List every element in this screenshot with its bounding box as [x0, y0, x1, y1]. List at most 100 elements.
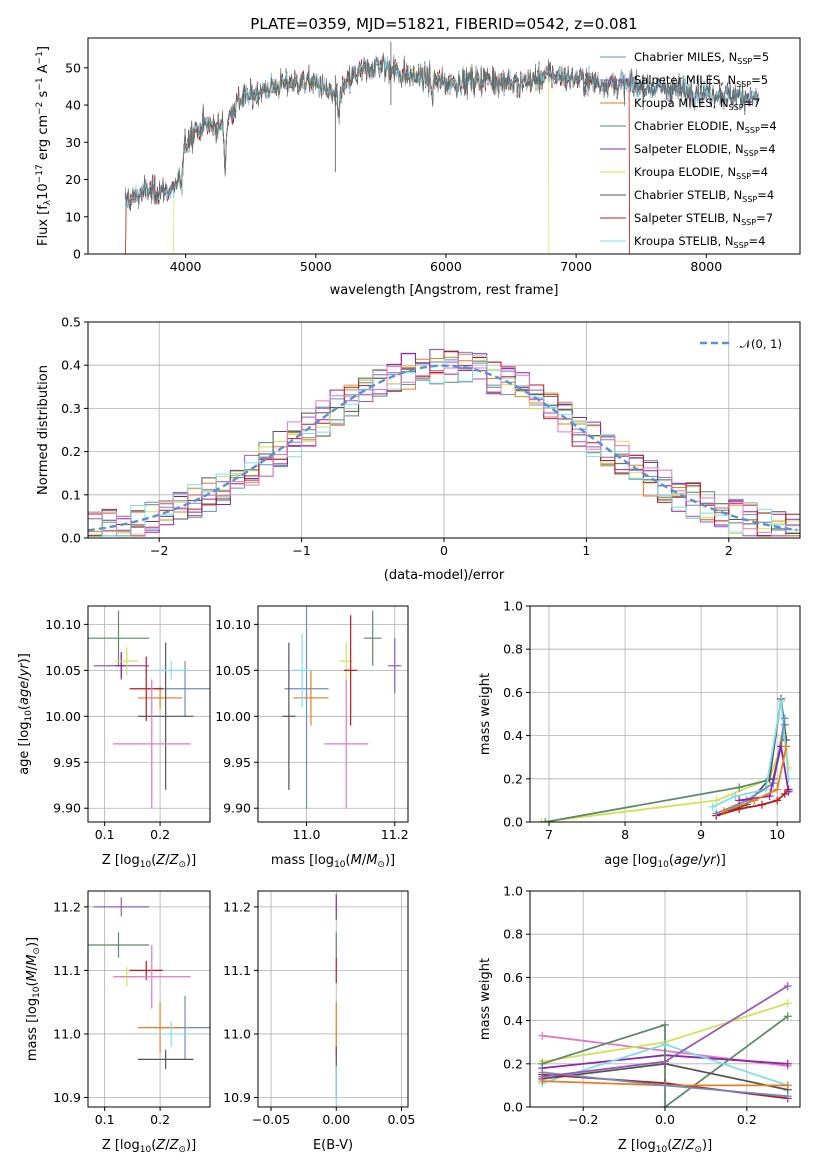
panel-mass-vs-EBV: −0.05 0.00 0.05 10.9 11.0 11.1 11.2 E(B-V) — [223, 890, 416, 1153]
panel-mass-vs-Z: 0.1 0.2 10.9 11.0 11.1 11.2 Z [log10(Z/Z⊙)] mas… — [25, 890, 211, 1155]
legend-entry: 𝒩(0, 1) — [740, 337, 782, 351]
y-axis-label: age [log10(age/yr)] — [17, 653, 34, 775]
x-tick-label: −0.2 — [568, 1112, 598, 1127]
y-tick-label: 10 — [65, 209, 81, 224]
y-tick-label: 10.9 — [223, 1090, 251, 1105]
y-tick-label: 0.2 — [61, 444, 81, 459]
x-tick-label: 11.0 — [293, 827, 321, 842]
y-axis-label: mass weight — [478, 958, 493, 1040]
axes-frame — [87, 37, 801, 255]
x-tick-label: 0.2 — [737, 1112, 757, 1127]
legend-entry: Chabrier ELODIE, NSSP=4 — [634, 119, 777, 135]
plot-area — [537, 694, 793, 822]
y-tick-label: 0.0 — [503, 815, 523, 830]
x-tick-label: 5000 — [300, 259, 332, 274]
x-tick-label: 0 — [440, 543, 448, 558]
y-tick-label: 0.4 — [61, 358, 81, 373]
x-axis-label: mass [log10(M/M⊙)] — [271, 853, 395, 870]
y-tick-label: 10.00 — [45, 709, 81, 724]
legend: Chabrier MILES, NSSP=5 Salpeter MILES, NS… — [600, 50, 777, 250]
observed-spectrum-line — [124, 52, 759, 210]
x-tick-label: 2 — [725, 543, 733, 558]
x-tick-label: 6000 — [430, 259, 462, 274]
plot-area — [88, 348, 800, 537]
y-tick-label: 9.95 — [223, 755, 251, 770]
y-tick-label: 11.1 — [53, 963, 81, 978]
x-axis-label: Z [log10(Z/Z⊙)] — [618, 1138, 712, 1155]
y-tick-label: 9.90 — [53, 801, 81, 816]
axes-frame — [87, 605, 211, 823]
y-axis-label: mass [log10(M/M⊙)] — [25, 937, 42, 1061]
y-tick-label: 0.6 — [503, 970, 523, 985]
y-tick-label: 0.4 — [503, 1013, 523, 1028]
x-tick-label: 0.1 — [95, 827, 115, 842]
x-tick-label: 11.2 — [381, 827, 409, 842]
x-axis-label: (data-model)/error — [384, 568, 505, 583]
x-axis-label: Z [log10(Z/Z⊙)] — [102, 853, 196, 870]
legend-entry: Chabrier MILES, NSSP=5 — [634, 50, 769, 66]
y-tick-label: 10.9 — [53, 1090, 81, 1105]
y-tick-label: 9.95 — [53, 755, 81, 770]
y-tick-label: 9.90 — [223, 801, 251, 816]
figure-title: PLATE=0359, MJD=51821, FIBERID=0542, z=0… — [250, 15, 637, 33]
panel-mass-weight-vs-Z: −0.2 0.0 0.2 0.0 0.2 0.4 0.6 0.8 1.0 Z [log10(Z/Z… — [478, 884, 801, 1155]
x-tick-label: 7 — [545, 827, 553, 842]
x-tick-label: 0.0 — [655, 1112, 675, 1127]
y-tick-label: 11.1 — [223, 963, 251, 978]
x-tick-label: 7000 — [560, 259, 592, 274]
plot-area — [124, 41, 759, 254]
x-tick-label: −2 — [150, 543, 168, 558]
y-tick-label: 11.0 — [53, 1026, 81, 1041]
y-axis-label: Flux [fλ10−17 erg cm−2 s−1 A−1] — [35, 46, 53, 246]
x-tick-label: 0.00 — [322, 1112, 350, 1127]
axes-frame — [87, 890, 211, 1108]
x-tick-label: 0.2 — [150, 1112, 170, 1127]
y-tick-label: 0.2 — [503, 771, 523, 786]
x-tick-label: −0.05 — [252, 1112, 290, 1127]
axes-frame — [257, 890, 409, 1108]
legend-entry: Salpeter STELIB, NSSP=7 — [634, 211, 773, 227]
residual-histogram — [88, 355, 800, 537]
plot-area — [88, 897, 210, 1069]
x-tick-label: 8000 — [690, 259, 722, 274]
panel-age-vs-mass: 11.0 11.2 9.90 9.95 10.00 10.05 10.10 mass [log… — [215, 605, 409, 870]
y-tick-label: 10.05 — [215, 663, 251, 678]
y-tick-label: 0.2 — [503, 1056, 523, 1071]
panel-spectrum: 4000 5000 6000 7000 8000 0 10 20 30 40 50 wavelengt… — [35, 37, 801, 298]
y-tick-label: 11.2 — [223, 899, 251, 914]
y-tick-label: 11.2 — [53, 899, 81, 914]
x-axis-label: Z [log10(Z/Z⊙)] — [102, 1138, 196, 1155]
legend-entry: Salpeter MILES, NSSP=5 — [634, 73, 768, 89]
y-tick-label: 0.0 — [61, 531, 81, 546]
y-axis-label: mass weight — [478, 673, 493, 755]
panel-residuals: −2 −1 0 1 2 0.0 0.1 0.2 0.3 0.4 0.5 (data-model)/er… — [36, 315, 801, 583]
x-tick-label: 4000 — [170, 259, 202, 274]
y-tick-label: 0.8 — [503, 927, 523, 942]
panel-age-vs-Z: 0.1 0.2 9.90 9.95 10.00 10.05 10.10 Z [log10(Z/… — [17, 605, 211, 870]
x-tick-label: 10 — [769, 827, 785, 842]
y-tick-label: 10.10 — [45, 617, 81, 632]
x-tick-label: 9 — [697, 827, 705, 842]
x-axis-label: age [log10(age/yr)] — [604, 853, 726, 870]
y-tick-label: 0.4 — [503, 728, 523, 743]
y-tick-label: 10.00 — [215, 709, 251, 724]
y-tick-label: 50 — [65, 60, 81, 75]
panel-mass-weight-vs-age: 7 8 9 10 0.0 0.2 0.4 0.6 0.8 1.0 age [log10(age/yr… — [478, 599, 801, 870]
y-tick-label: 1.0 — [503, 884, 523, 899]
legend-entry: Chabrier STELIB, NSSP=4 — [634, 188, 774, 204]
legend-entry: Kroupa ELODIE, NSSP=4 — [634, 165, 768, 181]
legend-entry: Kroupa MILES, NSSP=7 — [634, 96, 760, 112]
normal-reference-curve — [88, 364, 798, 532]
y-tick-label: 0.6 — [503, 685, 523, 700]
x-axis-label: E(B-V) — [313, 1138, 353, 1153]
x-tick-label: 0.1 — [95, 1112, 115, 1127]
legend-entry: Kroupa STELIB, NSSP=4 — [634, 234, 765, 250]
y-tick-label: 30 — [65, 135, 81, 150]
x-tick-label: 0.05 — [388, 1112, 416, 1127]
y-axis-label: Normed distribution — [36, 365, 51, 495]
y-tick-label: 0.0 — [503, 1100, 523, 1115]
x-tick-label: 8 — [621, 827, 629, 842]
y-tick-label: 0.5 — [61, 315, 81, 330]
y-tick-label: 10.10 — [215, 617, 251, 632]
plot-area — [538, 982, 792, 1107]
